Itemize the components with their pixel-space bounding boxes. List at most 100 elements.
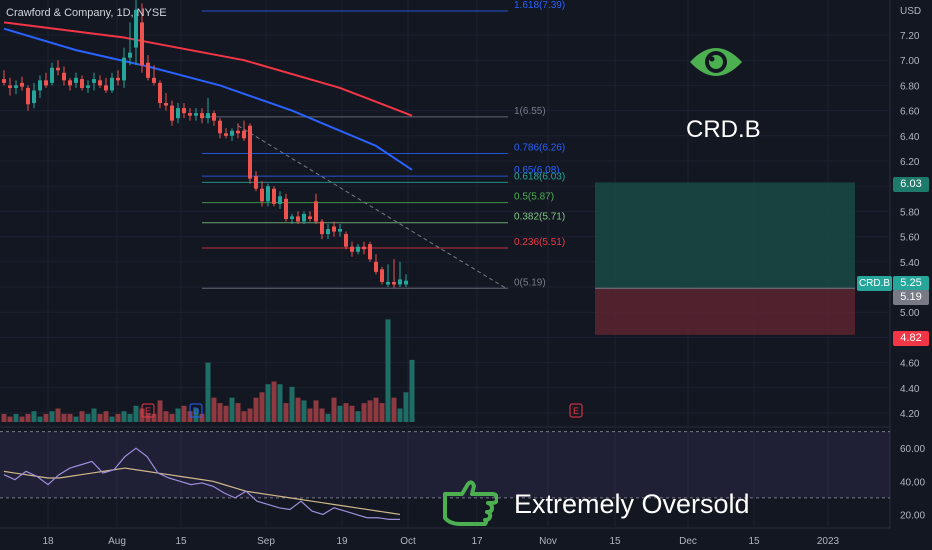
volume-bar — [127, 413, 133, 422]
volume-bar — [265, 384, 271, 422]
volume-bar — [103, 411, 109, 422]
stop-zone — [595, 288, 855, 335]
rsi-tick-label: 20.00 — [900, 510, 925, 521]
volume-bar — [217, 403, 223, 422]
volume-bar — [121, 411, 127, 422]
volume-bar — [49, 411, 55, 422]
rsi-series-line — [3, 447, 400, 520]
candle-body — [326, 229, 330, 235]
candle-body — [122, 57, 126, 81]
volume-bar — [271, 381, 277, 422]
fib-level-label: 1.618(7.39) — [514, 0, 565, 11]
callout-text: Extremely Oversold — [514, 489, 750, 519]
volume-bar — [55, 408, 61, 422]
target-zone — [595, 182, 855, 289]
y-tick-label: 5.40 — [900, 258, 920, 269]
volume-bar — [205, 362, 211, 422]
candle-body — [308, 216, 312, 219]
fib-level-label: 0.5(5.87) — [514, 192, 554, 203]
volume-bar — [289, 386, 295, 422]
current-price-tag: 5.25 — [893, 276, 929, 291]
volume-bar — [259, 392, 265, 422]
candle-body — [338, 229, 342, 232]
candle-body — [2, 79, 6, 83]
rsi-tick-label: 60.00 — [900, 444, 925, 455]
volume-bar — [7, 416, 13, 422]
x-tick-label: 2023 — [817, 536, 840, 547]
trendline — [237, 125, 507, 289]
candle-body — [386, 281, 390, 285]
candle-body — [134, 9, 138, 48]
y-axis-unit: USD — [900, 6, 921, 17]
rsi-series-line — [3, 467, 401, 516]
candle-body — [158, 82, 162, 104]
candle-body — [266, 186, 270, 202]
event-marker — [189, 403, 203, 418]
x-tick-label: 17 — [471, 536, 483, 547]
x-tick-label: Nov — [539, 536, 557, 547]
y-tick-label: 5.60 — [900, 233, 920, 244]
candle-body — [74, 77, 78, 83]
y-tick-label: 6.80 — [900, 81, 920, 92]
moving-average-line — [3, 27, 413, 171]
candle-body — [110, 77, 114, 91]
volume-bar — [301, 400, 307, 422]
fib-level-label: 0(5.19) — [514, 277, 546, 288]
volume-bar — [19, 416, 25, 422]
candle-body — [272, 188, 276, 204]
y-tick-label: 4.40 — [900, 384, 920, 395]
candle-body — [320, 221, 324, 235]
candle-body — [62, 72, 66, 81]
x-tick-label: Sep — [257, 536, 275, 547]
target-price-tag: 6.03 — [893, 177, 929, 192]
candle-body — [14, 85, 18, 88]
candle-body — [128, 52, 132, 58]
volume-bar — [325, 413, 331, 422]
y-tick-label: 6.20 — [900, 157, 920, 168]
symbol-price-tag: CRD.B — [857, 276, 892, 291]
candle-body — [80, 79, 84, 88]
volume-bar — [1, 413, 7, 422]
x-tick-label: 15 — [609, 536, 621, 547]
event-marker-label: E — [573, 406, 579, 416]
volume-bar — [13, 413, 19, 422]
candle-body — [290, 216, 294, 219]
candle-body — [242, 130, 246, 139]
x-tick-label: 15 — [175, 536, 187, 547]
hand-pointing-right-icon — [442, 478, 499, 531]
volume-bar — [145, 413, 151, 422]
symbol-title: Crawford & Company, 1D, NYSE — [6, 7, 167, 19]
volume-bar — [379, 403, 385, 422]
candle-body — [368, 244, 372, 260]
candle-body — [362, 246, 366, 250]
x-tick-label: 18 — [42, 536, 54, 547]
candle-body — [314, 201, 318, 222]
candle-body — [344, 234, 348, 247]
volume-bar — [223, 405, 229, 422]
volume-bar — [403, 392, 409, 422]
candle-body — [398, 279, 402, 285]
candle-body — [182, 108, 186, 114]
candle-body — [170, 105, 174, 121]
event-marker-label: E — [145, 406, 151, 416]
event-marker — [141, 403, 155, 418]
volume-bar — [151, 413, 157, 422]
candle-body — [194, 113, 198, 116]
y-tick-label: 7.20 — [900, 31, 920, 42]
volume-bar — [319, 408, 325, 422]
volume-bar — [211, 397, 217, 422]
candle-body — [236, 130, 240, 134]
volume-bar — [361, 403, 367, 422]
x-tick-label: Aug — [108, 536, 126, 547]
candle-body — [176, 108, 180, 119]
volume-bar — [199, 413, 205, 422]
volume-bar — [181, 405, 187, 422]
candle-body — [56, 67, 60, 71]
volume-bar — [97, 413, 103, 422]
eye-icon — [688, 42, 744, 87]
volume-bar — [25, 413, 31, 422]
volume-bar — [331, 397, 337, 422]
y-tick-label: 5.80 — [900, 207, 920, 218]
volume-bar — [349, 405, 355, 422]
